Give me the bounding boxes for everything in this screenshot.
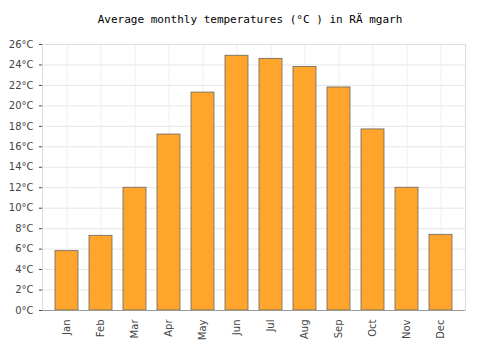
svg-text:22°C: 22°C <box>9 80 34 91</box>
svg-text:Apr: Apr <box>163 319 174 337</box>
svg-text:Dec: Dec <box>435 320 446 339</box>
svg-text:26°C: 26°C <box>9 39 34 50</box>
svg-text:0°C: 0°C <box>15 305 33 316</box>
svg-text:24°C: 24°C <box>9 59 34 70</box>
svg-text:16°C: 16°C <box>9 141 34 152</box>
svg-text:Jan: Jan <box>61 320 72 336</box>
svg-text:2°C: 2°C <box>15 284 33 295</box>
svg-text:Nov: Nov <box>401 319 412 339</box>
svg-text:Mar: Mar <box>129 319 140 339</box>
html-text:Average monthly temperatures (: Average monthly temperatures (°C ) in RÄ… <box>97 13 403 26</box>
svg-text:Aug: Aug <box>299 320 310 340</box>
svg-text:14°C: 14°C <box>9 161 34 172</box>
svg-text:4°C: 4°C <box>15 264 33 275</box>
svg-text:10°C: 10°C <box>9 202 34 213</box>
svg-text:18°C: 18°C <box>9 121 34 132</box>
svg-text:Jun: Jun <box>231 320 242 337</box>
svg-text:12°C: 12°C <box>9 182 34 193</box>
svg-text:8°C: 8°C <box>15 223 33 234</box>
svg-text:Jul: Jul <box>265 320 276 333</box>
svg-text:20°C: 20°C <box>9 100 34 111</box>
svg-text:May: May <box>197 319 208 340</box>
svg-text:6°C: 6°C <box>15 243 33 254</box>
svg-text:Oct: Oct <box>367 319 378 336</box>
svg-text:Feb: Feb <box>95 320 106 338</box>
svg-text:Sep: Sep <box>333 320 344 339</box>
